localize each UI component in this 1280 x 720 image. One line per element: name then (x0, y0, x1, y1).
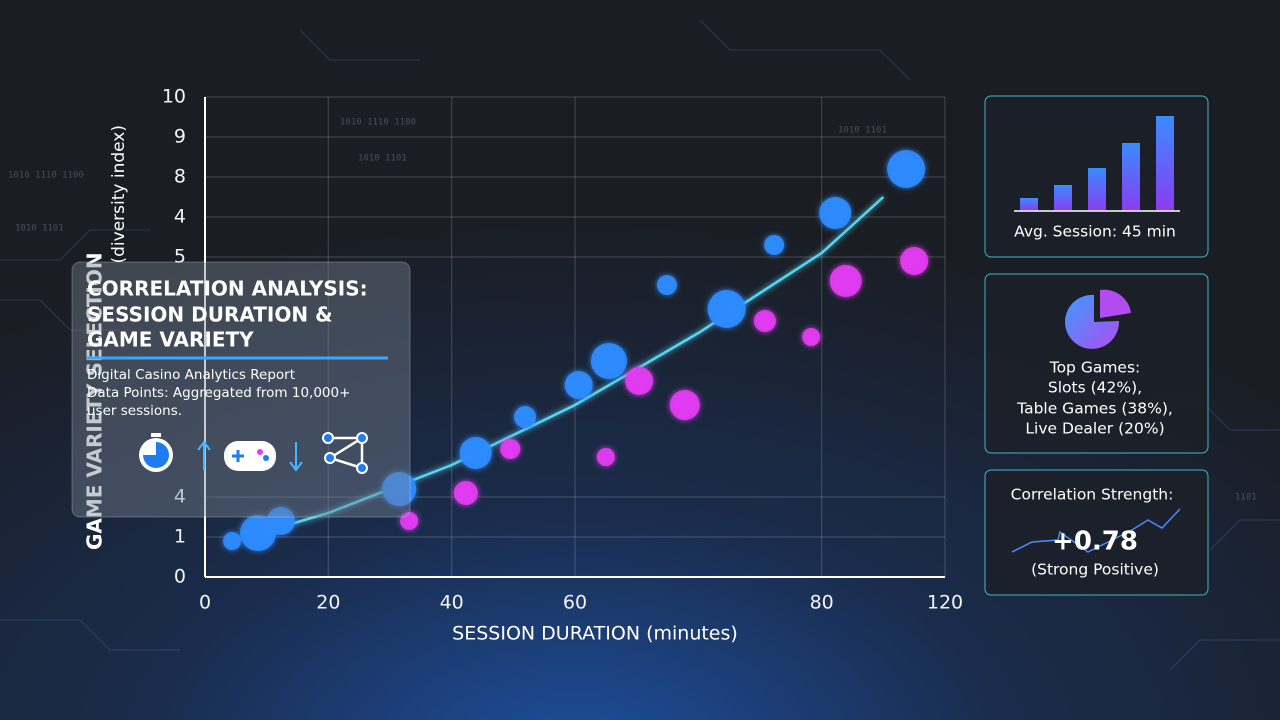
code-labels: 1010 1110 1100 1010 1101 1010 1101 1010 … (8, 118, 1257, 503)
point (590, 343, 627, 379)
point (382, 472, 417, 506)
card-text: Avg. Session: 45 min (1014, 223, 1176, 241)
point (514, 406, 537, 428)
point (400, 512, 419, 530)
point (707, 290, 746, 328)
panel-title: GAME VARIETY (87, 328, 254, 352)
y-tick-label: 5 (174, 246, 186, 268)
overlay-panel: CORRELATION ANALYSIS: SESSION DURATION &… (71, 261, 411, 518)
card-text: Top Games: (1049, 359, 1141, 377)
bar-icon (1020, 116, 1174, 211)
panel-subtitle: user sessions. (87, 403, 182, 419)
y-axis-title: GAME VARIETY SELECTION (83, 252, 107, 550)
point (900, 247, 929, 275)
point (240, 515, 277, 551)
card-text: Slots (42%), (1048, 379, 1142, 397)
card-text: Table Games (38%), (1016, 400, 1173, 418)
x-tick-label: 60 (563, 592, 587, 614)
code: 1010 1101 (15, 224, 64, 234)
code: 1101 (1235, 493, 1257, 503)
point (625, 367, 654, 395)
point (829, 265, 862, 297)
point (764, 235, 785, 255)
card-games: Top Games: Slots (42%), Table Games (38%… (984, 273, 1209, 454)
pie-icon (1065, 294, 1120, 349)
panel-subtitle: Digital Casino Analytics Report (87, 367, 295, 383)
x-tick-label: 80 (810, 592, 834, 614)
circuit-lines (0, 19, 1280, 671)
pie-slice-icon (1100, 289, 1131, 318)
y-tick-label: 0 (174, 566, 186, 588)
x-tick-label: 0 (199, 592, 211, 614)
card-note: (Strong Positive) (1031, 561, 1159, 579)
y-tick-label: 9 (174, 126, 186, 148)
panel-title: SESSION DURATION & (87, 303, 333, 327)
y-tick-label: 10 (162, 86, 186, 108)
sparkline-icon (1011, 508, 1181, 553)
y-tick-label: 1 (174, 526, 186, 548)
point (656, 275, 677, 295)
code: 1010 1110 1100 (340, 118, 416, 128)
point (596, 448, 615, 466)
plot: 0 1 4 5 4 8 9 10 0 20 40 60 80 120 (162, 86, 963, 614)
card-session: Avg. Session: 45 min (984, 95, 1209, 258)
y-tick-label: 8 (174, 166, 186, 188)
point (887, 150, 926, 188)
card-bg (984, 469, 1209, 596)
point (266, 507, 295, 535)
panel-title: CORRELATION ANALYSIS: (87, 277, 368, 301)
y-tick-label: 4 (174, 206, 186, 228)
code: 1010 1110 1100 (8, 171, 84, 181)
point (223, 532, 242, 550)
point (453, 481, 478, 505)
panel-icons (139, 432, 368, 474)
card-heading: Correlation Strength: (1011, 486, 1174, 504)
point (500, 439, 521, 459)
card-value: +0.78 (1052, 527, 1138, 557)
point (802, 328, 821, 346)
point (819, 197, 852, 229)
code: 1010 1101 (358, 154, 407, 164)
panel-subtitle: Data Points: Aggregated from 10,000+ (87, 385, 350, 401)
x-tick-label: 40 (440, 592, 464, 614)
code: 1010 1101 (838, 126, 887, 136)
point (753, 310, 776, 332)
card-correlation: Correlation Strength: +0.78 (Strong Posi… (984, 469, 1209, 596)
x-axis-title: SESSION DURATION (minutes) (452, 623, 738, 645)
y-axis-subtitle: (diversity index) (109, 125, 129, 264)
y-tick-label: 4 (174, 486, 186, 508)
point (459, 437, 492, 469)
x-tick-label: 20 (316, 592, 340, 614)
card-bg (984, 273, 1209, 454)
card-text: Live Dealer (20%) (1025, 420, 1164, 438)
x-tick-label: 120 (927, 592, 963, 614)
point (564, 371, 593, 399)
trend-line (260, 196, 885, 535)
point (669, 390, 700, 420)
